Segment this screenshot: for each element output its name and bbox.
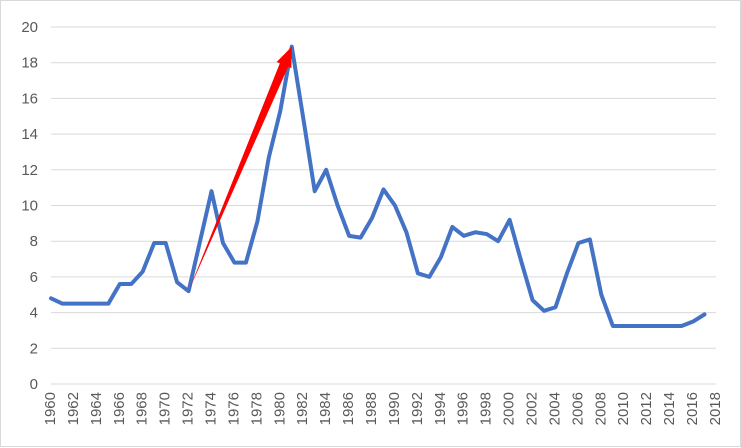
x-tick-label: 1976 bbox=[225, 392, 242, 425]
x-tick-label: 1986 bbox=[340, 392, 357, 425]
x-tick-label: 1980 bbox=[271, 392, 288, 425]
x-axis-tick-labels: 1960 1962 1964 1966 1968 1970 1972 1974 1976 1978… bbox=[42, 392, 724, 425]
x-tick-label: 2002 bbox=[524, 392, 541, 425]
y-tick-label: 20 bbox=[21, 19, 38, 36]
x-tick-label: 1982 bbox=[294, 392, 311, 425]
gridlines bbox=[51, 26, 716, 385]
y-tick-label: 16 bbox=[21, 90, 38, 107]
x-tick-label: 1990 bbox=[386, 392, 403, 425]
x-tick-label: 1974 bbox=[202, 392, 219, 425]
x-tick-label: 1994 bbox=[432, 392, 449, 425]
x-tick-label: 1978 bbox=[248, 392, 265, 425]
y-tick-label: 14 bbox=[21, 126, 38, 143]
x-tick-label: 2004 bbox=[546, 392, 563, 425]
x-tick-label: 2012 bbox=[638, 392, 655, 425]
y-tick-label: 12 bbox=[21, 162, 38, 179]
x-tick-label: 2010 bbox=[615, 392, 632, 425]
x-tick-label: 1992 bbox=[409, 392, 426, 425]
y-tick-label: 4 bbox=[30, 305, 38, 322]
y-tick-label: 8 bbox=[30, 233, 38, 250]
x-tick-label: 1998 bbox=[478, 392, 495, 425]
x-tick-label: 2008 bbox=[592, 392, 609, 425]
series-group bbox=[49, 44, 707, 328]
red-arrow-annotation bbox=[188, 46, 292, 292]
x-tick-label: 1984 bbox=[317, 392, 334, 425]
x-tick-label: 1988 bbox=[363, 392, 380, 425]
x-tick-label: 2016 bbox=[684, 392, 701, 425]
x-tick-label: 1968 bbox=[134, 392, 151, 425]
x-tick-label: 1966 bbox=[111, 392, 128, 425]
x-tick-label: 2000 bbox=[501, 392, 518, 425]
x-tick-label: 2018 bbox=[707, 392, 724, 425]
annotation-group bbox=[188, 46, 292, 292]
y-tick-label: 18 bbox=[21, 55, 38, 72]
x-tick-label: 1960 bbox=[42, 392, 59, 425]
x-tick-label: 2014 bbox=[661, 392, 678, 425]
x-tick-label: 1962 bbox=[65, 392, 82, 425]
x-tick-label: 1970 bbox=[157, 392, 174, 425]
y-tick-label: 6 bbox=[30, 269, 38, 286]
x-tick-label: 2006 bbox=[569, 392, 586, 425]
series-line-0 bbox=[49, 44, 707, 328]
x-tick-label: 1972 bbox=[180, 392, 197, 425]
x-tick-label: 1964 bbox=[88, 392, 105, 425]
x-tick-label: 1996 bbox=[455, 392, 472, 425]
y-tick-label: 0 bbox=[30, 376, 38, 393]
y-axis-tick-labels: 0 2 4 6 8 10 12 14 16 18 20 bbox=[21, 19, 38, 393]
y-tick-label: 10 bbox=[21, 198, 38, 215]
y-tick-label: 2 bbox=[30, 340, 38, 357]
